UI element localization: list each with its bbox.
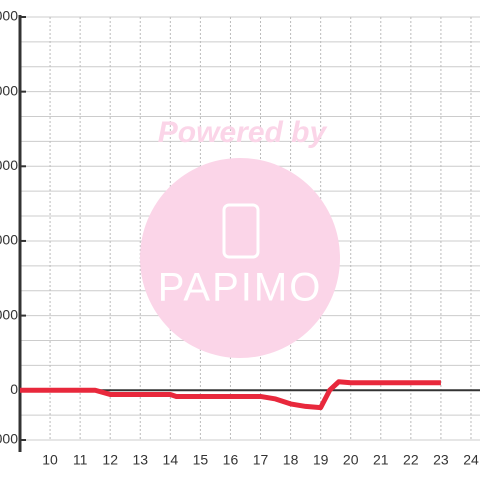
- x-tick-label: 18: [283, 452, 299, 468]
- y-tick-label: 150,000: [0, 8, 18, 24]
- x-tick-label: 13: [132, 452, 148, 468]
- x-tick-label: 10: [42, 452, 58, 468]
- y-tick-label: -20,000: [0, 431, 18, 447]
- x-tick-label: 17: [253, 452, 269, 468]
- x-tick-label: 12: [102, 452, 118, 468]
- x-tick-label: 24: [463, 452, 479, 468]
- y-tick-label: 0: [10, 381, 18, 397]
- x-tick-label: 11: [73, 452, 88, 468]
- x-tick-label: 16: [223, 452, 239, 468]
- watermark-text: Powered by: [158, 116, 328, 149]
- y-tick-label: 30,000: [0, 306, 18, 322]
- x-tick-label: 14: [163, 452, 179, 468]
- x-tick-label: 15: [193, 452, 209, 468]
- y-tick-label: 60,000: [0, 232, 18, 248]
- y-tick-label: 120,000: [0, 82, 18, 98]
- x-tick-label: 21: [373, 452, 389, 468]
- x-tick-label: 22: [403, 452, 419, 468]
- x-tick-label: 23: [433, 452, 449, 468]
- watermark-phone: [222, 203, 260, 259]
- x-tick-label: 19: [313, 452, 329, 468]
- x-tick-label: 20: [343, 452, 359, 468]
- y-tick-label: 90,000: [0, 157, 18, 173]
- watermark-logo: PAPIMO: [158, 266, 323, 310]
- watermark: Powered by PAPIMO: [140, 116, 340, 358]
- series-line: [20, 379, 441, 411]
